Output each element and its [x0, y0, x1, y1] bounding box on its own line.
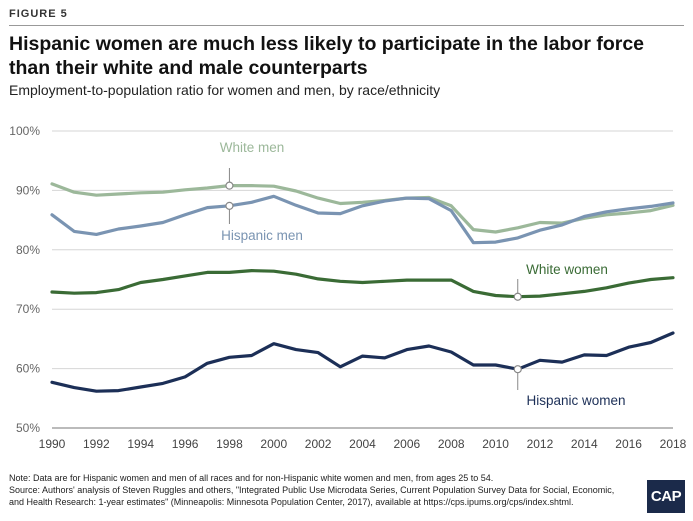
series-line-hispanic-women — [50, 331, 675, 393]
y-tick-label: 90% — [16, 183, 40, 197]
x-tick-label: 2002 — [305, 437, 332, 451]
label-marker-hispanic-women — [513, 365, 522, 374]
figure-label: FIGURE 5 — [9, 8, 68, 20]
series-line-hispanic-men — [50, 194, 675, 245]
chart-subtitle: Employment-to-population ratio for women… — [9, 82, 441, 98]
y-tick-label: 70% — [16, 302, 40, 316]
x-tick-label: 2014 — [571, 437, 598, 451]
x-tick-label: 2010 — [482, 437, 509, 451]
label-marker-white-women — [513, 292, 522, 301]
x-tick-label: 2000 — [260, 437, 287, 451]
footer: Note: Data are for Hispanic women and me… — [9, 472, 629, 508]
series-label-white-women: White women — [526, 262, 608, 277]
x-tick-label: 1994 — [127, 437, 154, 451]
cap-logo: CAP — [647, 480, 685, 513]
footer-source: Source: Authors' analysis of Steven Rugg… — [9, 485, 615, 507]
y-tick-label: 80% — [16, 243, 40, 257]
x-tick-label: 2018 — [660, 437, 687, 451]
footer-note: Note: Data are for Hispanic women and me… — [9, 473, 494, 483]
x-tick-label: 2008 — [438, 437, 465, 451]
x-tick-label: 2016 — [615, 437, 642, 451]
series-label-hispanic-women: Hispanic women — [526, 393, 625, 408]
y-tick-label: 60% — [16, 362, 40, 376]
label-marker-hispanic-men — [225, 201, 234, 210]
x-tick-label: 2012 — [527, 437, 554, 451]
x-tick-label: 1996 — [172, 437, 199, 451]
header-rule — [9, 25, 684, 26]
x-tick-label: 1998 — [216, 437, 243, 451]
x-tick-label: 2006 — [394, 437, 421, 451]
chart-title: Hispanic women are much less likely to p… — [9, 33, 645, 79]
series-label-hispanic-men: Hispanic men — [221, 228, 303, 243]
y-tick-label: 100% — [9, 124, 40, 138]
label-marker-white-men — [225, 181, 234, 190]
series-line-white-women — [50, 269, 675, 299]
series-label-white-men: White men — [220, 140, 285, 155]
x-tick-label: 2004 — [349, 437, 376, 451]
x-tick-label: 1992 — [83, 437, 110, 451]
x-tick-label: 1990 — [39, 437, 66, 451]
y-tick-label: 50% — [16, 421, 40, 435]
line-chart: 50% 60% 70% 80% 90% 100% 1990 1992 1994 1996 1998 2… — [9, 124, 687, 451]
